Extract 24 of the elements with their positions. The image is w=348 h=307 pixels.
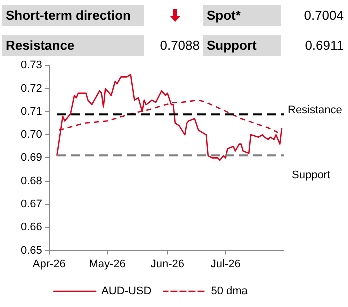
y-tick-label: 0.67 xyxy=(20,198,42,211)
y-tick-label: 0.73 xyxy=(20,60,42,72)
text: 0.6911 xyxy=(304,37,344,55)
x-tick-label: May-26 xyxy=(89,258,126,270)
x-tick-label: Jun-26 xyxy=(150,258,184,270)
ref-line-label: Support xyxy=(292,170,331,182)
legend-label: AUD-USD xyxy=(102,286,152,298)
legend-label: 50 dma xyxy=(211,286,249,298)
text: 0.7088 xyxy=(159,37,200,55)
x-tick-label: Jul-26 xyxy=(210,258,241,270)
x-tick-label: Apr-26 xyxy=(32,258,66,270)
text: Short-term direction xyxy=(2,5,144,26)
text: Spot* xyxy=(203,5,281,26)
y-tick-label: 0.66 xyxy=(20,222,42,234)
ref-line-label: Resistance xyxy=(288,104,342,117)
y-tick-label: 0.72 xyxy=(20,82,42,95)
y-tick-label: 0.65 xyxy=(20,244,42,257)
y-tick-label: 0.68 xyxy=(20,175,42,188)
text: Support xyxy=(203,35,281,56)
y-tick-label: 0.70 xyxy=(20,129,42,142)
y-tick-label: 0.71 xyxy=(20,106,42,118)
text: Resistance xyxy=(2,35,144,56)
text: 0.7004 xyxy=(303,7,344,25)
y-tick-label: 0.69 xyxy=(20,152,42,164)
